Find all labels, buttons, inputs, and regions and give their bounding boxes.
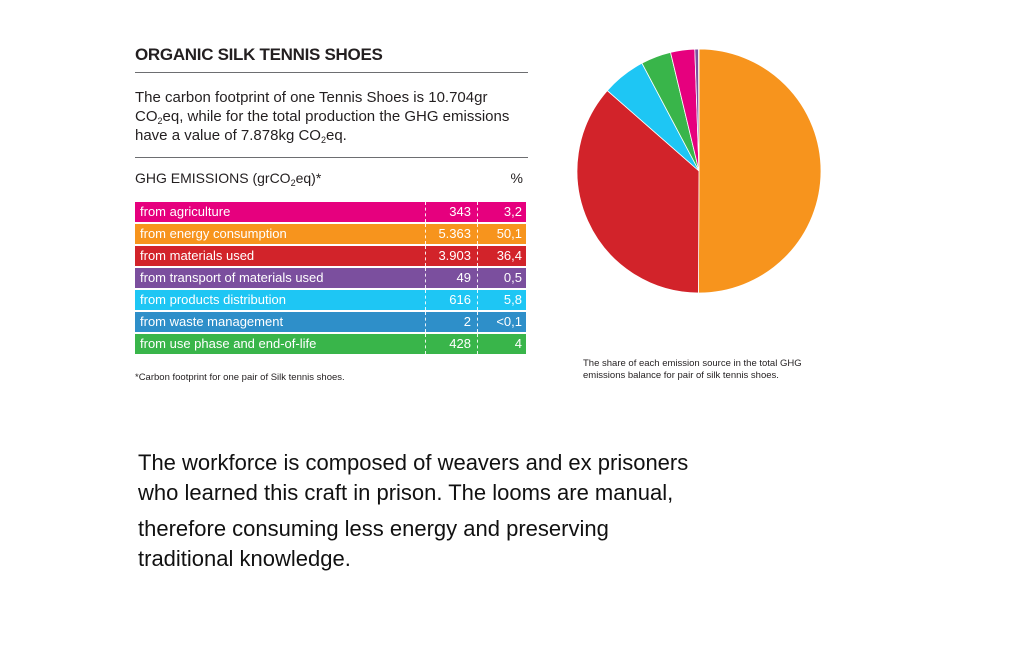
intro-text-2: eq, while for the total production the G… [135, 108, 510, 144]
table-row: from transport of materials used 49 0,5 [135, 268, 526, 288]
row-label: from products distribution [140, 292, 286, 307]
row-percent: 4 [514, 336, 522, 351]
pie-chart-svg [576, 48, 822, 294]
row-value: 2 [425, 312, 478, 332]
body-text: The workforce is composed of weavers and… [138, 448, 698, 574]
table-row: from waste management 2 <0,1 [135, 312, 526, 332]
row-label: from energy consumption [140, 226, 287, 241]
row-percent: 0,5 [503, 270, 522, 285]
header-subscript: 2 [290, 178, 296, 188]
row-percent: 50,1 [496, 226, 522, 241]
intro-subscript-2: 2 [320, 135, 326, 145]
row-value: 3.903 [425, 246, 478, 266]
emissions-table: from agriculture 343 3,2 from energy consum… [135, 202, 526, 356]
row-percent: 3,2 [503, 204, 522, 219]
row-value: 616 [425, 290, 478, 310]
table-row: from materials used 3.903 36,4 [135, 246, 526, 266]
row-label: from transport of materials used [140, 270, 324, 285]
table-header-label: GHG EMISSIONS (grCO2eq)* [135, 170, 322, 188]
table-row: from energy consumption 5.363 50,1 [135, 224, 526, 244]
row-value: 343 [425, 202, 478, 222]
page-title: ORGANIC SILK TENNIS SHOES [135, 45, 528, 73]
body-paragraph-2: therefore consuming less energy and pres… [138, 516, 609, 571]
row-value: 5.363 [425, 224, 478, 244]
row-label: from agriculture [140, 204, 231, 219]
row-percent: 36,4 [496, 248, 522, 263]
table-row: from agriculture 343 3,2 [135, 202, 526, 222]
row-percent: <0,1 [496, 314, 522, 329]
row-label: from materials used [140, 248, 255, 263]
table-row: from products distribution 616 5,8 [135, 290, 526, 310]
pie-slice [698, 48, 822, 294]
row-label: from waste management [140, 314, 284, 329]
row-value: 49 [425, 268, 478, 288]
divider [135, 157, 528, 158]
footnote: *Carbon footprint for one pair of Silk t… [135, 372, 345, 383]
header-text-2: eq)* [295, 170, 322, 186]
body-paragraph-1: The workforce is composed of weavers and… [138, 450, 689, 505]
header-text-1: GHG EMISSIONS (grCO [135, 170, 291, 186]
row-label: from use phase and end-of-life [140, 336, 317, 351]
row-percent: 5,8 [503, 292, 522, 307]
intro-text-1: The carbon footprint of one Tennis Shoes… [135, 89, 488, 125]
intro-paragraph: The carbon footprint of one Tennis Shoes… [135, 88, 535, 145]
table-row: from use phase and end-of-life 428 4 [135, 334, 526, 354]
intro-subscript-1: 2 [157, 116, 163, 126]
intro-text-3: eq. [325, 127, 347, 144]
pie-caption: The share of each emission source in the… [583, 358, 802, 381]
pie-slice [576, 90, 700, 294]
row-value: 428 [425, 334, 478, 354]
table-header-percent: % [510, 170, 523, 186]
pie-chart [570, 42, 830, 302]
table-header: GHG EMISSIONS (grCO2eq)* % [135, 170, 523, 188]
